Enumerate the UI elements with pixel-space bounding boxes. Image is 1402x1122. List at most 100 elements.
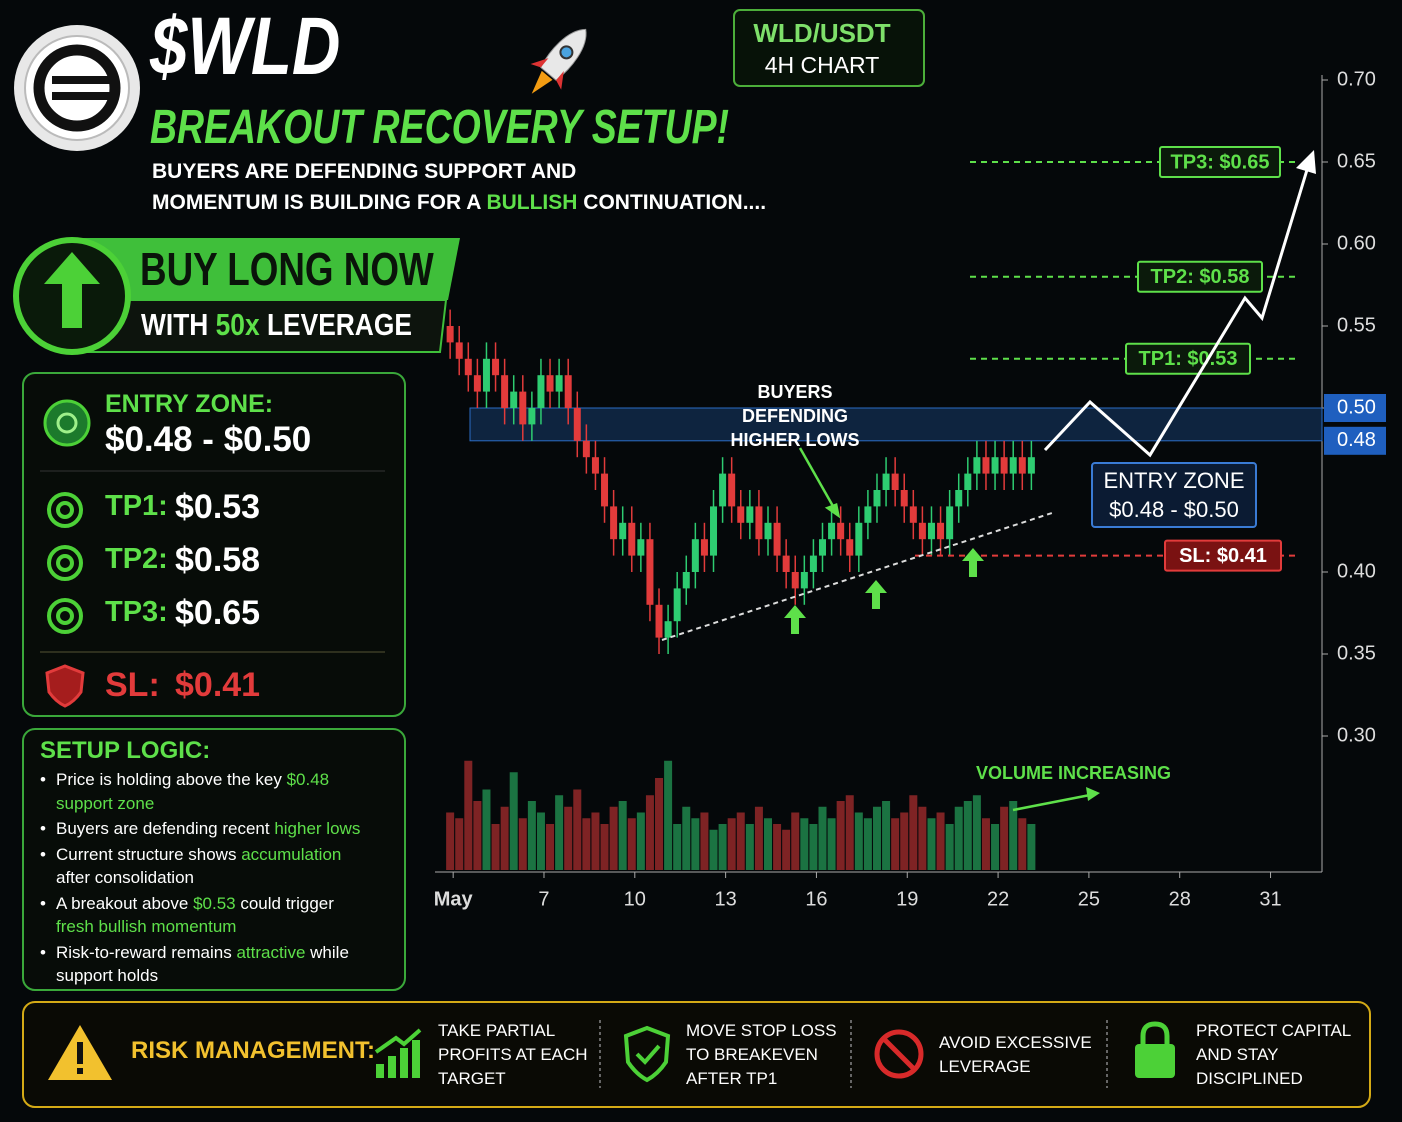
volume-bar <box>573 789 582 870</box>
y-tick-label: 0.35 <box>1337 642 1376 664</box>
ticker: $WLD <box>150 0 382 94</box>
candle-body <box>800 572 808 589</box>
lock-icon <box>1135 1044 1175 1078</box>
candle-body <box>564 375 572 408</box>
bullets: Price is holding above the key $0.48 sup… <box>40 768 370 990</box>
risk-title: RISK MANAGEMENT: <box>131 1037 375 1064</box>
bullet-part: Buyers are defending recent <box>56 819 270 838</box>
chart: 0.30 0.35 0.40 0.50 0.55 0.60 0.65 0.70 May 7 10 13… <box>434 68 1386 910</box>
candle-body <box>591 457 599 474</box>
bullet-part: while support holds <box>56 942 349 986</box>
trendline <box>661 511 1056 641</box>
volume-bar <box>518 818 527 870</box>
entry-icon <box>43 399 91 447</box>
volume-bar <box>600 824 609 870</box>
risk-separators <box>599 1020 1108 1088</box>
candle-body <box>482 358 490 392</box>
volume-bar <box>673 824 682 870</box>
bullet-part: Risk-to-reward remains <box>56 942 232 962</box>
volume-bar <box>936 812 945 870</box>
risk-item: TAKE PARTIAL PROFITS AT EACH TARGET <box>438 1021 588 1088</box>
candle-body <box>927 522 935 540</box>
candle-body <box>946 506 954 540</box>
y-tick-label: 0.55 <box>1337 314 1376 336</box>
volume-bar <box>845 795 854 870</box>
candle-body <box>737 506 745 523</box>
volume-bar <box>591 812 600 870</box>
bullet: Current structure shows accumulation aft… <box>40 843 370 890</box>
ban-line <box>882 1037 916 1071</box>
candle-body <box>1000 457 1008 474</box>
volume-bar <box>555 795 564 870</box>
x-tick-label: 22 <box>987 888 1009 910</box>
x-tick-label: 16 <box>805 888 827 910</box>
candle-body <box>673 588 681 622</box>
volume-bar <box>909 795 918 870</box>
bullet: A breakout above $0.53 could trigger fre… <box>40 892 370 939</box>
candle-body <box>809 555 817 572</box>
y-tick-label: 0.30 <box>1337 724 1376 746</box>
level-box <box>1125 342 1251 375</box>
ban-icon <box>874 1029 924 1079</box>
volume-bar <box>718 824 727 870</box>
level-box <box>1137 260 1263 293</box>
volume-bar <box>782 829 791 870</box>
candle-body <box>492 358 500 376</box>
bullet-part: attractive <box>236 942 306 962</box>
volume-bar <box>691 818 700 870</box>
x-tick-label: May <box>434 888 474 910</box>
volume-bar <box>636 812 645 870</box>
cta-arrow <box>44 252 100 328</box>
candle-body <box>637 539 645 556</box>
cta-leverage: WITH 50x LEVERAGE <box>141 307 460 343</box>
annotation-arrowhead <box>824 502 841 519</box>
candle-body <box>710 506 718 556</box>
volume-bar <box>527 801 536 870</box>
description-line: MOMENTUM IS BUILDING FOR A BULLISH CONTI… <box>152 187 766 218</box>
candle-body <box>973 457 981 474</box>
candle-body <box>782 555 790 572</box>
candle-body <box>728 473 736 507</box>
candle-body <box>573 408 581 441</box>
volume-arrow <box>1012 793 1091 812</box>
candle-body <box>900 490 908 507</box>
candle-body <box>828 522 836 540</box>
volume-bar <box>736 812 745 870</box>
candle-body <box>546 375 554 392</box>
candle-body <box>864 506 872 523</box>
volume-bar <box>963 801 972 870</box>
volume-bar <box>546 824 555 870</box>
annotation-arrow <box>798 447 840 516</box>
level-label: SL: $0.41 <box>1179 545 1267 567</box>
volume-bar <box>491 824 500 870</box>
cta-text: BUY LONG NOW <box>140 243 434 295</box>
bullet: Buyers are defending recent higher lows <box>40 817 370 841</box>
text: CONTINUATION.... <box>583 191 767 214</box>
annotation: VOLUME INCREASING <box>976 763 1172 783</box>
description-line: BUYERS ARE DEFENDING SUPPORT AND <box>152 160 577 183</box>
candle-body <box>473 375 481 392</box>
bullet-part: accumulation <box>241 844 342 864</box>
candle-body <box>682 572 690 589</box>
candle-body <box>446 326 454 343</box>
volume-bar <box>1000 806 1009 870</box>
annotation: BUYERS DEFENDING HIGHER LOWS <box>730 382 860 450</box>
candle-body <box>746 506 754 523</box>
volume-bar <box>609 806 618 870</box>
volume-bar <box>900 812 909 870</box>
volume-bar <box>991 824 1000 870</box>
volume-bar <box>872 806 881 870</box>
candle-body <box>982 457 990 474</box>
sl-icon <box>45 664 85 708</box>
accent: 50x <box>215 307 260 342</box>
y-tick-label: 0.60 <box>1337 232 1376 254</box>
volume-bar <box>981 818 990 870</box>
volume-bar <box>1018 818 1027 870</box>
candle-body <box>873 490 881 507</box>
volume-bar <box>455 818 464 870</box>
candle-body <box>610 506 618 540</box>
sl-label: SL: <box>105 666 160 704</box>
volume-bar <box>882 801 891 870</box>
ticker-text: $WLD <box>150 1 341 92</box>
